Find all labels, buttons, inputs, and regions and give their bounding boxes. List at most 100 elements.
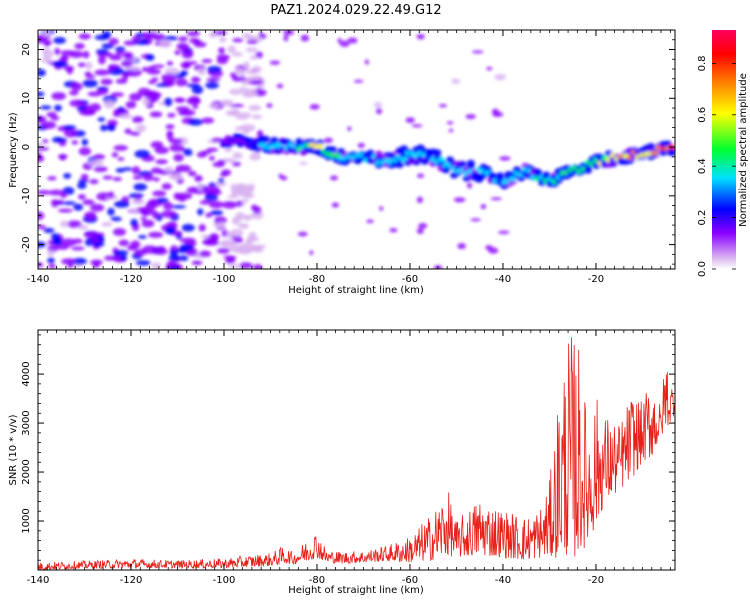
noise-blob [77, 62, 87, 68]
noise-blob [84, 211, 97, 220]
noise-blob [222, 158, 236, 163]
noise-blob [89, 103, 102, 112]
noise-blob [278, 173, 284, 179]
noise-blob [151, 77, 159, 82]
noise-blob [248, 80, 263, 85]
noise-blob [242, 61, 250, 70]
noise-blob [109, 53, 122, 61]
x-tick-label: -80 [309, 575, 325, 586]
noise-blob [199, 250, 212, 258]
noise-blob [100, 124, 108, 132]
ridge-halo [261, 135, 270, 143]
noise-blob [84, 71, 92, 76]
noise-blob [465, 114, 476, 120]
noise-blob [217, 178, 225, 184]
x-tick-label: -40 [495, 274, 511, 285]
noise-blob [94, 69, 111, 76]
noise-blob [64, 129, 78, 138]
noise-blob [53, 37, 66, 44]
noise-blob [266, 103, 273, 108]
noise-blob [90, 259, 103, 266]
noise-blob [480, 204, 487, 210]
noise-blob [189, 95, 200, 103]
noise-blob [98, 55, 106, 65]
noise-blob [197, 182, 204, 192]
noise-blob [202, 238, 215, 245]
noise-blob [66, 220, 82, 228]
noise-blob [83, 231, 99, 239]
noise-blob [448, 128, 454, 133]
noise-blob [357, 142, 365, 149]
noise-blob [169, 249, 179, 257]
noise-blob [107, 64, 115, 72]
noise-blob [217, 248, 230, 254]
noise-blob [112, 176, 123, 182]
noise-blob [416, 173, 425, 179]
noise-blob [169, 265, 178, 269]
noise-blob [226, 256, 235, 261]
noise-blob [260, 33, 267, 39]
noise-blob [90, 203, 105, 212]
noise-blob [205, 81, 219, 89]
y-tick-label: 0 [21, 144, 32, 150]
noise-blob [93, 154, 105, 161]
figure-title: PAZ1.2024.029.22.49.G12 [270, 3, 441, 18]
noise-blob [80, 173, 89, 180]
noise-blob [134, 149, 151, 159]
ridge-halo [663, 140, 672, 147]
noise-blob [141, 31, 158, 37]
noise-blob [194, 175, 203, 183]
noise-blob [47, 176, 57, 181]
noise-blob [247, 185, 255, 193]
ridge-halo [328, 146, 337, 153]
x-tick-label: -100 [213, 274, 236, 285]
noise-blob [245, 248, 253, 254]
noise-blob [405, 117, 415, 124]
noise-blob [223, 148, 233, 153]
noise-blob [245, 69, 255, 74]
noise-blob [204, 185, 221, 193]
noise-blob [101, 221, 113, 227]
noise-blob [201, 234, 210, 239]
colorbar-tick-label: 0.6 [697, 107, 708, 123]
noise-blob [229, 244, 246, 253]
noise-blob [164, 226, 176, 235]
noise-blob [416, 228, 424, 235]
noise-blob [208, 32, 218, 38]
noise-blob [453, 197, 466, 203]
noise-blob [199, 200, 212, 205]
noise-blob [42, 139, 49, 144]
colorbar-tick-label: 0.0 [697, 261, 708, 277]
noise-blob [219, 36, 227, 43]
noise-blob [256, 87, 262, 94]
noise-blob [159, 39, 172, 48]
noise-blob [117, 157, 125, 161]
colorbar-tick-label: 0.2 [697, 210, 708, 226]
noise-blob [59, 154, 66, 161]
noise-blob [490, 197, 502, 201]
noise-blob [108, 38, 119, 45]
ridge-halo [584, 167, 593, 174]
noise-blob [236, 200, 243, 207]
ridge-halo [646, 143, 655, 150]
noise-blob [51, 92, 66, 101]
noise-blob [416, 196, 424, 204]
noise-blob [283, 34, 289, 42]
colorbar-tick-label: 0.8 [697, 55, 708, 71]
noise-blob [63, 65, 75, 72]
noise-blob [38, 146, 50, 151]
ridge-core [438, 157, 445, 163]
noise-blob [38, 142, 44, 147]
noise-blob [161, 183, 172, 190]
x-tick-label: -140 [27, 575, 50, 586]
noise-blob [101, 43, 114, 49]
noise-blob [276, 83, 284, 89]
noise-blob [241, 198, 249, 203]
noise-blob [107, 191, 115, 199]
noise-blob [217, 159, 226, 165]
noise-blob [242, 88, 259, 96]
noise-blob [42, 121, 57, 130]
noise-blob [135, 124, 147, 133]
noise-blob [451, 78, 461, 85]
